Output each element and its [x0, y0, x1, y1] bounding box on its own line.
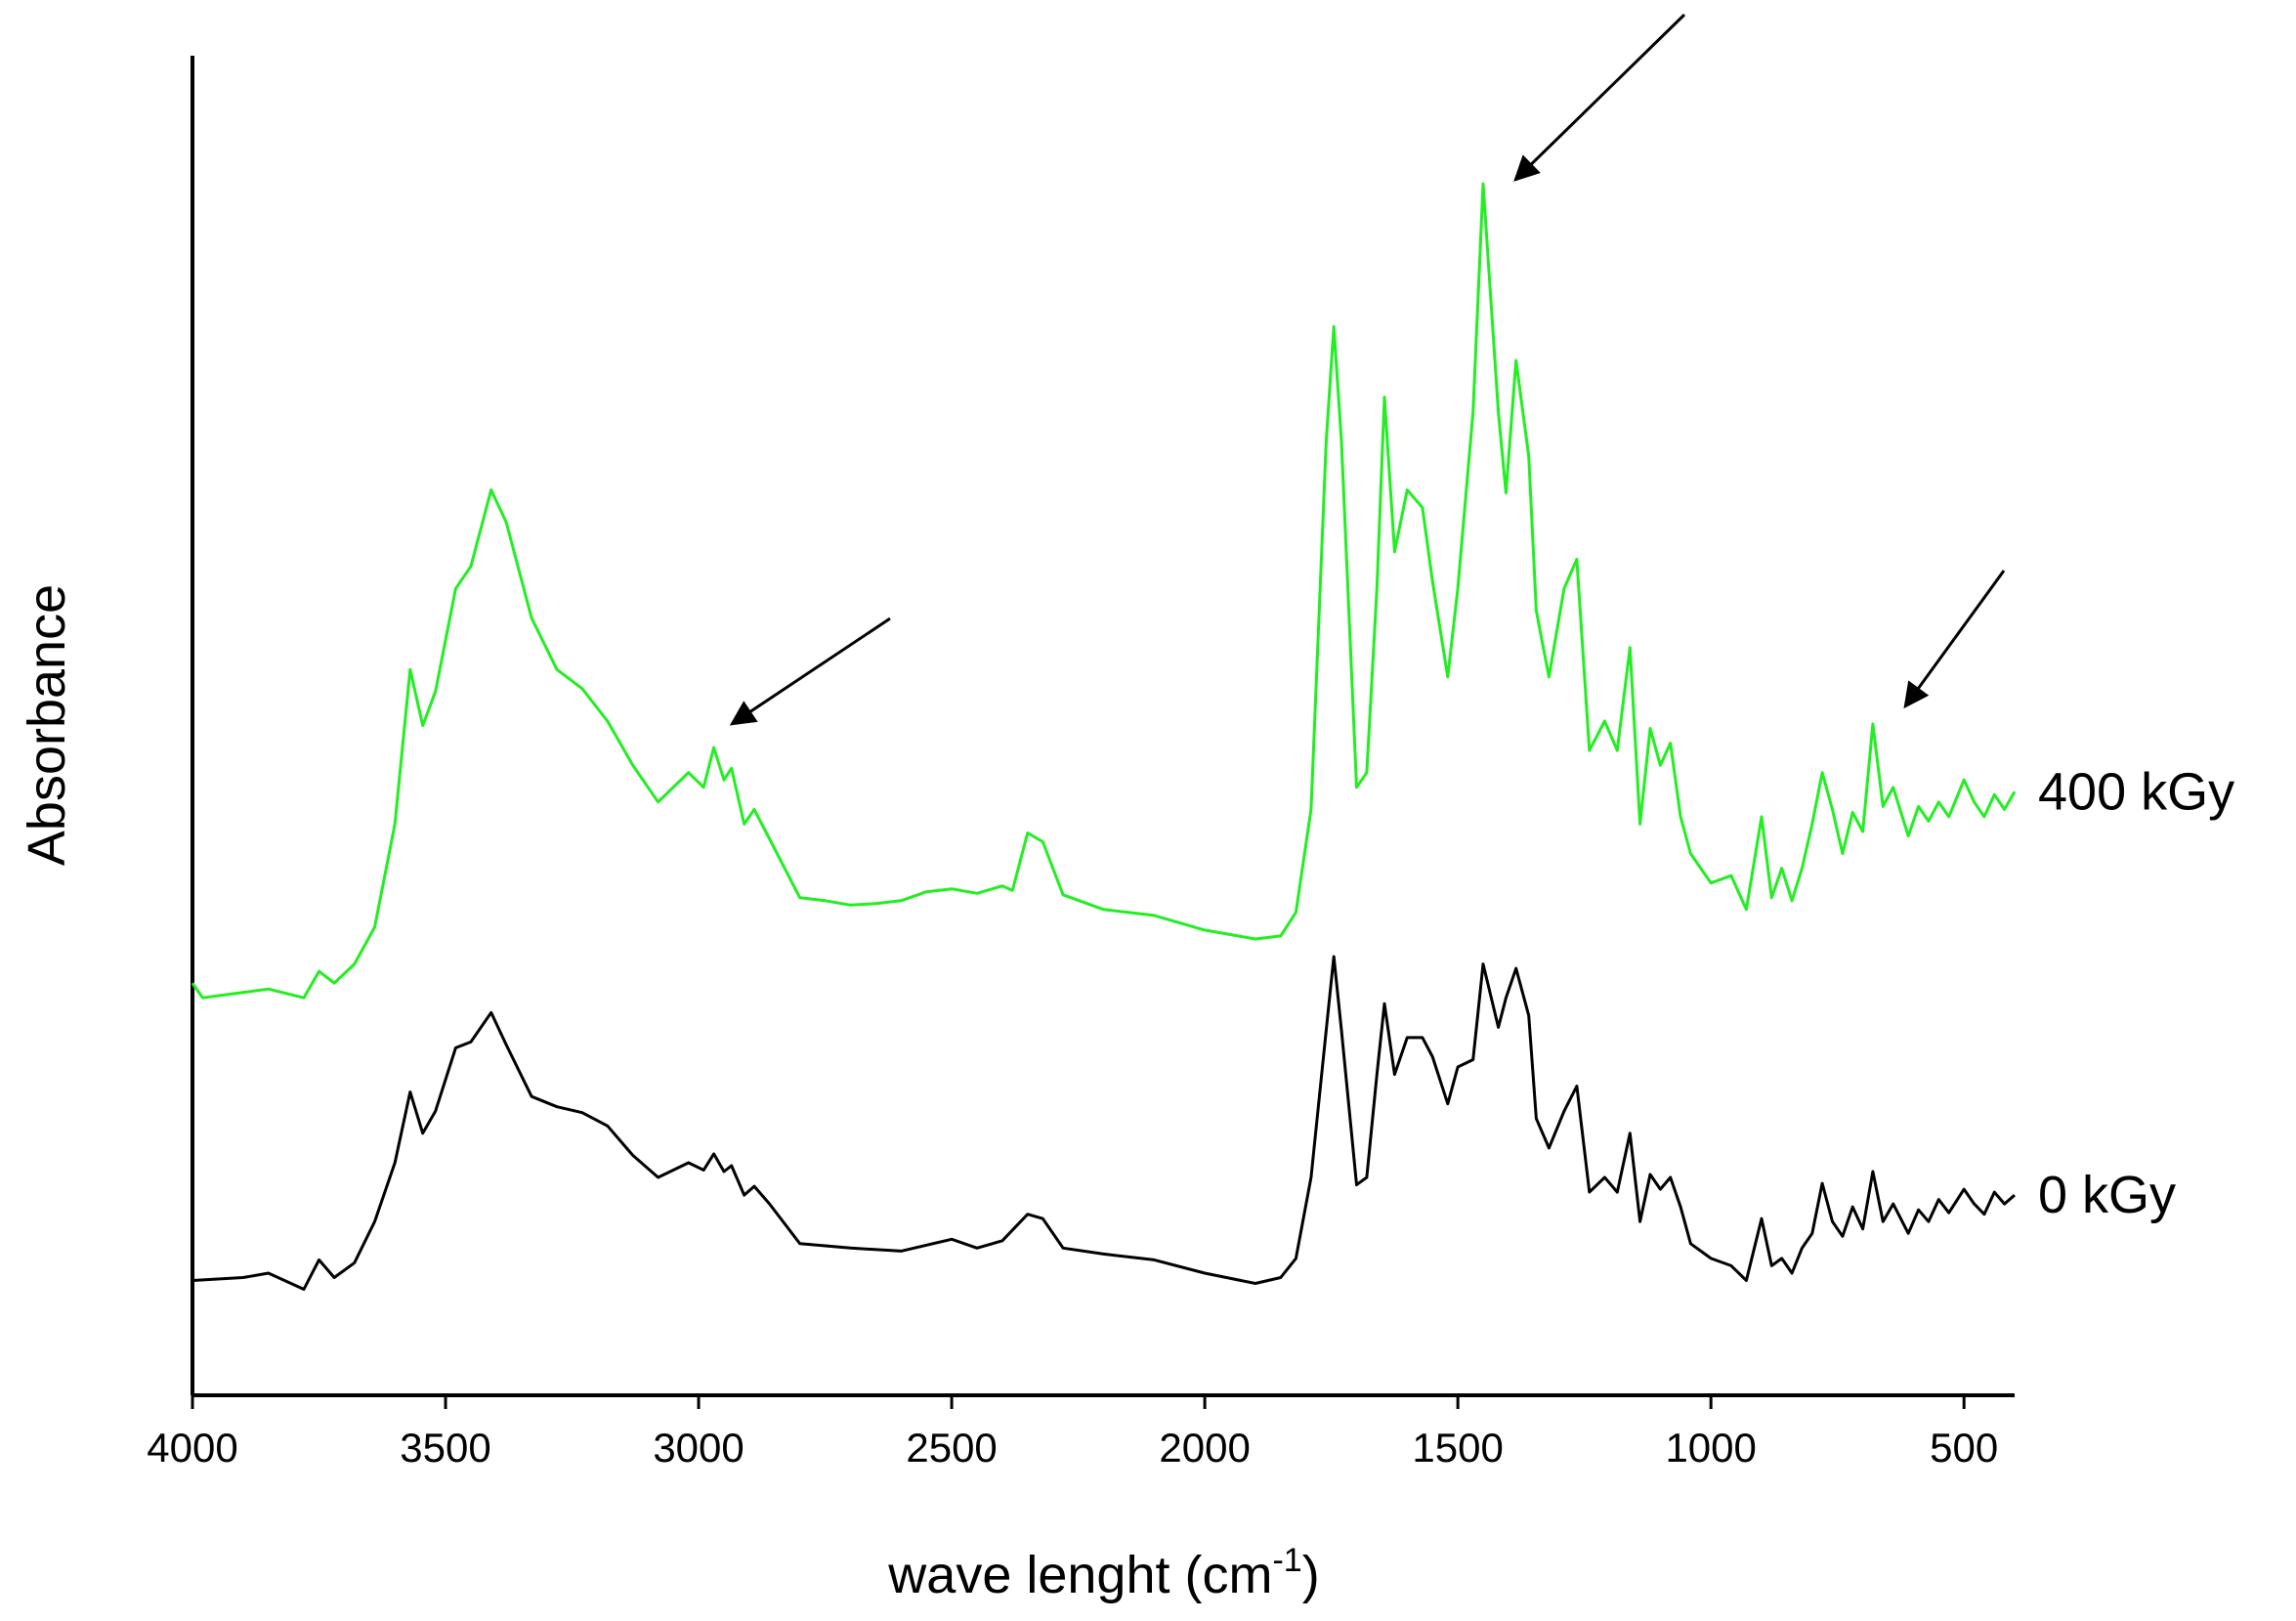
x-tick-label: 1500: [1412, 1425, 1503, 1471]
arrow: [1513, 13, 1686, 182]
series-label: 400 kGy: [2038, 762, 2234, 821]
series-line: [191, 182, 2017, 1000]
x-tick-label: 500: [1930, 1425, 1998, 1471]
x-axis-title: wave lenght (cm-1): [887, 1542, 1319, 1604]
series-label: 0 kGy: [2038, 1166, 2176, 1224]
x-tick-label: 3000: [653, 1425, 744, 1471]
x-tick-label: 4000: [147, 1425, 237, 1471]
y-axis-title: Absorbance: [18, 584, 76, 866]
x-tick-label: 2000: [1159, 1425, 1250, 1471]
x-tick-label: 2500: [906, 1425, 997, 1471]
series-line: [191, 955, 2016, 1291]
x-axis-title-text: wave lenght (cm: [887, 1546, 1272, 1604]
x-tick-label: 3500: [400, 1425, 490, 1471]
arrow: [729, 617, 891, 726]
x-tick-label: 1000: [1665, 1425, 1756, 1471]
x-axis-title-suffix: ): [1302, 1546, 1320, 1604]
lines: 400 kGy 0 kGy: [191, 182, 2234, 1291]
x-axis-title-superscript: -1: [1272, 1542, 1301, 1579]
arrow: [1903, 570, 2006, 709]
axes: 4000 3500 3000 2500 2000 1500 1000 500: [147, 56, 2015, 1471]
